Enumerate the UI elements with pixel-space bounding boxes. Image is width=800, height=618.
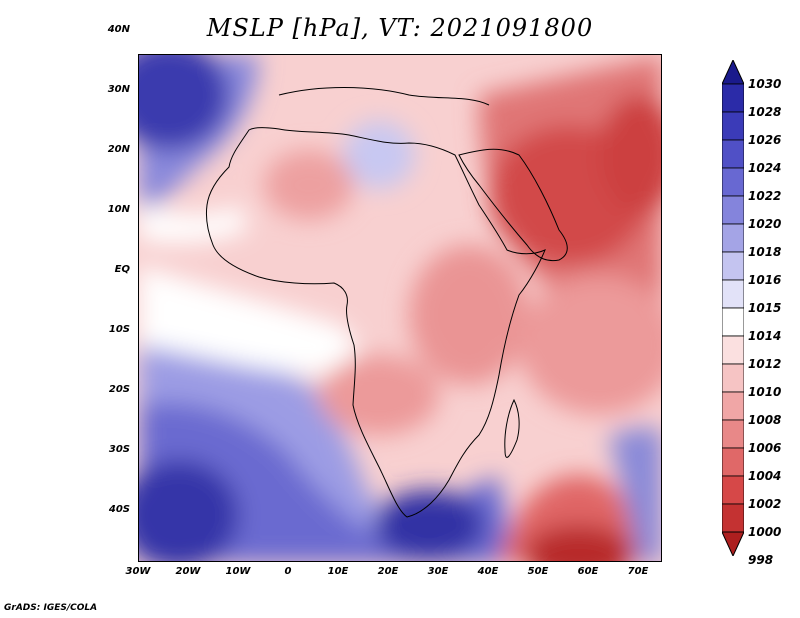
pressure-field (139, 55, 661, 561)
africa-coastline (206, 127, 546, 518)
lat-label: 30S (108, 444, 130, 455)
lon-label: 10W (225, 566, 251, 577)
colorbar-tick-label: 1008 (748, 413, 782, 427)
colorbar-swatch (722, 363, 744, 393)
west-africa-neutral (139, 205, 249, 243)
lat-label: 40S (108, 504, 130, 515)
lon-label: 0 (284, 566, 292, 577)
east-africa-low (409, 245, 529, 385)
indian-ocean-low (519, 275, 661, 415)
lon-label: 60E (577, 566, 599, 577)
colorbar-min-triangle (722, 531, 744, 556)
lat-label: 20N (107, 144, 130, 155)
lon-label: 50E (527, 566, 549, 577)
south-africa-high-core (374, 490, 484, 560)
azores-high-core (139, 55, 229, 150)
colorbar-tick-label: 1006 (748, 441, 782, 455)
colorbar-swatch (722, 447, 744, 477)
colorbar-swatch (722, 335, 744, 365)
arabia-coastline (458, 148, 568, 262)
lon-label: 30W (125, 566, 151, 577)
lat-label: 10N (107, 204, 130, 215)
lon-label: 20E (377, 566, 399, 577)
colorbar-swatch (722, 195, 744, 225)
colorbar-tick-label: 1012 (748, 357, 782, 371)
colorbar-tick-label: 1022 (748, 189, 782, 203)
footer-credit: GrADS: IGES/COLA (4, 603, 98, 613)
colorbar-tick-label: 1000 (748, 525, 782, 539)
colorbar (722, 60, 744, 556)
south-indian-low-core (524, 525, 634, 561)
colorbar-tick-label: 1024 (748, 161, 782, 175)
colorbar-swatch (722, 419, 744, 449)
colorbar-tick-label: 1016 (748, 273, 782, 287)
plot-title: MSLP [hPa], VT: 2021091800 (206, 14, 594, 42)
colorbar-tick-label: 1028 (748, 105, 782, 119)
angola-low (319, 355, 439, 435)
colorbar-swatch (722, 279, 744, 309)
lon-label: 20W (175, 566, 201, 577)
colorbar-max-triangle (722, 60, 744, 85)
colorbar-swatch (722, 503, 744, 533)
colorbar-tick-label: 1018 (748, 245, 782, 259)
gulf-of-guinea-neutral (139, 265, 356, 375)
colorbar-swatch (722, 251, 744, 281)
colorbar-swatch (722, 167, 744, 197)
lon-label: 40E (477, 566, 499, 577)
colorbar-swatch (722, 139, 744, 169)
colorbar-swatch (722, 391, 744, 421)
colorbar-tick-label: 1030 (748, 77, 782, 91)
coastlines (206, 87, 568, 518)
mediterranean-coastline (278, 87, 490, 106)
persia-low (599, 95, 661, 215)
lat-label: 10S (108, 324, 130, 335)
east-indian-high (609, 427, 661, 561)
colorbar-tick-label: 998 (748, 553, 774, 567)
colorbar-tick-label: 1004 (748, 469, 782, 483)
sahara-low (264, 150, 354, 220)
colorbar-swatch (722, 475, 744, 505)
colorbar-swatch (722, 111, 744, 141)
lon-label: 70E (627, 566, 649, 577)
colorbar-tick-label: 1002 (748, 497, 782, 511)
lat-label: 20S (108, 384, 130, 395)
lat-label: 30N (107, 84, 130, 95)
colorbar-tick-label: 1026 (748, 133, 782, 147)
colorbar-swatch (722, 223, 744, 253)
lon-label: 30E (427, 566, 449, 577)
libya-high (343, 121, 415, 189)
colorbar-tick-label: 1020 (748, 217, 782, 231)
madagascar-coastline (504, 398, 520, 458)
map-panel (138, 54, 662, 562)
colorbar-tick-label: 1015 (748, 301, 782, 315)
colorbar-swatch (722, 307, 744, 337)
lat-label: 40N (107, 24, 130, 35)
colorbar-swatch (722, 83, 744, 113)
colorbar-tick-label: 1014 (748, 329, 782, 343)
lon-label: 10E (327, 566, 349, 577)
lat-label: EQ (114, 264, 130, 275)
colorbar-tick-label: 1010 (748, 385, 782, 399)
south-atlantic-high-core (139, 460, 239, 561)
